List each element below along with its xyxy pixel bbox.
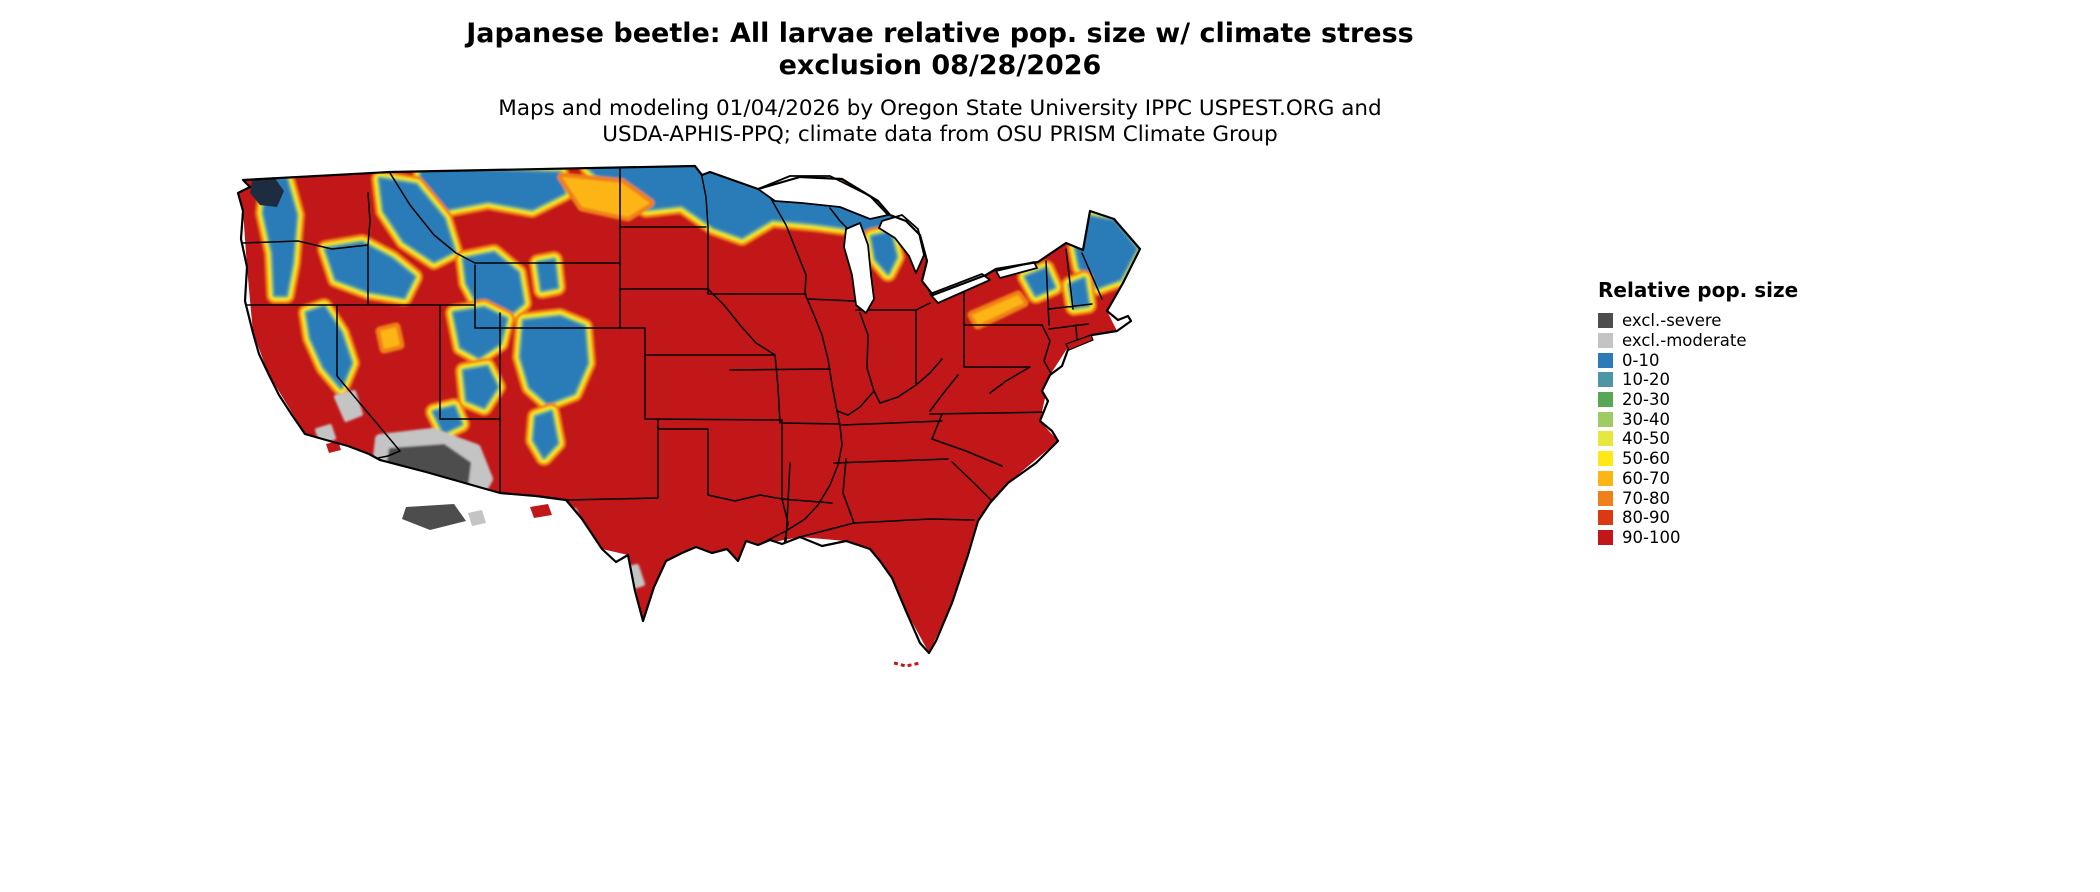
data-region (972, 295, 1024, 325)
us-map-svg (236, 164, 1142, 668)
lake-huron (878, 214, 925, 274)
data-region (454, 308, 506, 357)
map-title-line2: exclusion 08/28/2026 (778, 49, 1102, 81)
great-lakes (757, 175, 1038, 314)
legend-title: Relative pop. size (1598, 278, 1799, 302)
legend-item: 50-60 (1598, 449, 1838, 469)
data-region (588, 166, 900, 243)
lake-superior (757, 175, 889, 220)
legend-swatch (1598, 313, 1613, 329)
legend-item: 80-90 (1598, 508, 1838, 528)
legend-item: 20-30 (1598, 390, 1838, 410)
florida-keys (893, 661, 921, 668)
legend-item: excl.-moderate (1598, 331, 1838, 351)
legend-item: excl.-severe (1598, 311, 1838, 331)
lake-michigan (843, 222, 875, 314)
map-subtitle-line1: Maps and modeling 01/04/2026 by Oregon S… (498, 95, 1382, 121)
legend-label: excl.-severe (1622, 311, 1722, 331)
data-region (420, 169, 564, 209)
data-region (264, 177, 296, 295)
data-region (380, 179, 454, 261)
legend-item: 30-40 (1598, 409, 1838, 429)
map-subtitle-line2: USDA-APHIS-PPQ; climate data from OSU PR… (602, 121, 1278, 147)
data-region (464, 367, 497, 407)
legend: Relative pop. size excl.-severe excl.-mod… (1598, 278, 1838, 547)
legend-label: 0-10 (1622, 350, 1660, 370)
us-map-figure (230, 163, 1150, 683)
legend-rows: excl.-severe excl.-moderate 0-10 10-20 20-30… (1598, 311, 1838, 547)
map-header: Japanese beetle: All larvae relative pop… (0, 18, 1880, 147)
lake-erie (929, 273, 991, 304)
legend-label: 50-60 (1622, 449, 1670, 469)
legend-label: 10-20 (1622, 370, 1670, 390)
data-region (307, 307, 351, 387)
legend-label: 70-80 (1622, 488, 1670, 508)
legend-swatch (1598, 392, 1613, 408)
legend-label: excl.-moderate (1622, 331, 1747, 351)
data-region (872, 233, 896, 273)
data-region (562, 177, 650, 217)
mexico-spillover-data (326, 441, 552, 530)
data-region (1076, 217, 1136, 287)
us-outline (236, 164, 1142, 655)
legend-item: 60-70 (1598, 469, 1838, 489)
legend-item: 0-10 (1598, 350, 1838, 370)
data-region (334, 390, 363, 422)
legend-item: 40-50 (1598, 429, 1838, 449)
legend-item: 10-20 (1598, 370, 1838, 390)
legend-swatch (1598, 333, 1613, 349)
data-region (380, 327, 400, 349)
legend-swatch (1598, 529, 1613, 545)
long-island (1065, 334, 1094, 351)
legend-label: 60-70 (1622, 468, 1670, 488)
legend-swatch (1598, 352, 1613, 368)
data-region (326, 243, 414, 297)
map-subtitle: Maps and modeling 01/04/2026 by Oregon S… (0, 96, 1880, 148)
state-borders (241, 166, 1103, 556)
data-region (534, 412, 557, 457)
legend-label: 40-50 (1622, 429, 1670, 449)
data-region (1070, 279, 1088, 307)
legend-swatch (1598, 431, 1613, 447)
legend-label: 20-30 (1622, 390, 1670, 410)
us-landmass-group (238, 166, 1140, 653)
legend-swatch (1598, 470, 1613, 486)
legend-swatch (1598, 451, 1613, 467)
legend-swatch (1598, 411, 1613, 427)
legend-swatch (1598, 510, 1613, 526)
data-region (521, 317, 587, 403)
legend-item: 70-80 (1598, 488, 1838, 508)
legend-label: 30-40 (1622, 409, 1670, 429)
puget-sound-water (250, 177, 284, 207)
legend-swatch (1598, 490, 1613, 506)
data-region (538, 260, 557, 290)
legend-label: 90-100 (1622, 527, 1681, 547)
map-title: Japanese beetle: All larvae relative pop… (0, 18, 1880, 82)
legend-label: 80-90 (1622, 508, 1670, 528)
legend-swatch (1598, 372, 1613, 388)
map-title-line1: Japanese beetle: All larvae relative pop… (466, 18, 1414, 49)
legend-item: 90-100 (1598, 528, 1838, 548)
